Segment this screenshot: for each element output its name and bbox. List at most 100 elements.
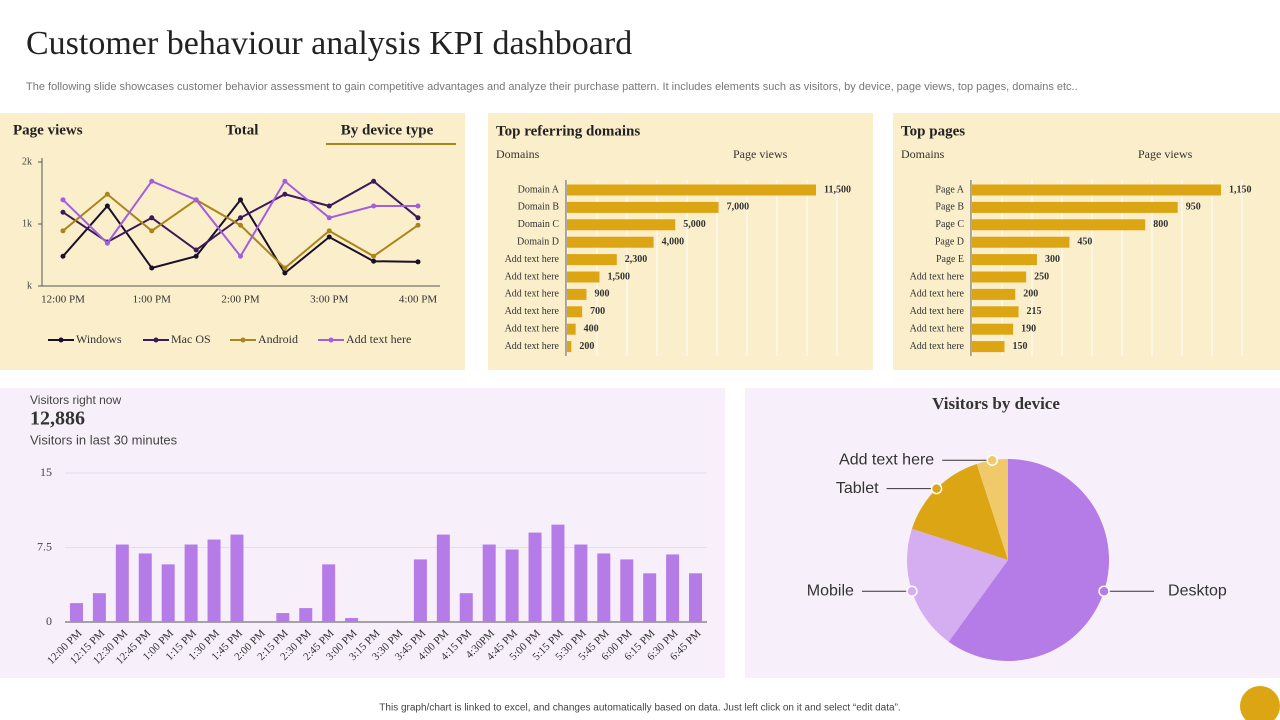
bar xyxy=(567,323,576,335)
line-point xyxy=(415,203,421,209)
bar xyxy=(69,603,83,622)
bar xyxy=(184,544,198,622)
column-header: Page views xyxy=(1138,147,1193,161)
legend-dot xyxy=(153,337,159,343)
bar xyxy=(972,341,1005,353)
line-point xyxy=(104,203,110,209)
y-tick-label: 2k xyxy=(22,156,32,167)
line-point xyxy=(282,270,288,276)
leader-dot xyxy=(930,482,943,495)
line-point xyxy=(282,178,288,184)
line-point xyxy=(282,191,288,197)
panel-title: Top referring domains xyxy=(496,123,640,139)
bar xyxy=(299,608,313,622)
bar xyxy=(972,323,1014,335)
value-label: 215 xyxy=(1027,306,1042,317)
leader-dot xyxy=(1098,585,1110,597)
line-point xyxy=(104,240,110,246)
value-label: 900 xyxy=(594,289,609,300)
pie-slice xyxy=(976,459,1008,560)
page-subtitle: The following slide showcases customer b… xyxy=(26,81,1078,93)
bar xyxy=(567,184,816,196)
panel xyxy=(0,388,725,678)
bar xyxy=(528,532,542,622)
value-label: 200 xyxy=(1023,289,1038,300)
value-label: 2,300 xyxy=(625,254,648,265)
panel xyxy=(0,113,465,370)
bar xyxy=(436,534,450,622)
bar xyxy=(666,554,680,622)
value-label: 450 xyxy=(1077,236,1092,247)
category-label: Add text here xyxy=(505,323,560,334)
bar xyxy=(620,559,634,622)
bar xyxy=(413,559,427,622)
line-point xyxy=(238,197,243,203)
slice-label: Desktop xyxy=(1168,582,1227,599)
bar xyxy=(115,544,129,622)
line-point xyxy=(371,203,377,209)
category-label: Add text here xyxy=(910,271,965,282)
category-label: Domain B xyxy=(518,202,560,213)
category-label: Page C xyxy=(935,219,964,230)
pie-slice xyxy=(948,459,1109,661)
line-point xyxy=(60,253,66,259)
bar xyxy=(567,306,583,318)
value-label: 200 xyxy=(579,341,594,352)
category-label: Add text here xyxy=(910,341,965,352)
line-point xyxy=(371,258,377,264)
category-label: Page E xyxy=(936,254,964,265)
bar xyxy=(972,219,1146,231)
y-tick-label: 0 xyxy=(46,614,52,628)
bar xyxy=(459,593,473,622)
pie-slice xyxy=(907,528,1008,642)
line-point xyxy=(415,259,421,265)
chart-subtitle: Visitors in last 30 minutes xyxy=(30,432,178,447)
x-tick-label: 4:00 PM xyxy=(399,294,437,306)
value-label: 1,500 xyxy=(607,271,630,282)
category-label: Page D xyxy=(935,236,964,247)
bar xyxy=(567,236,654,248)
value-label: 250 xyxy=(1034,271,1049,282)
panel-title: Page views xyxy=(13,122,83,138)
value-label: 190 xyxy=(1021,323,1036,334)
line-point xyxy=(238,215,243,221)
category-label: Add text here xyxy=(505,341,560,352)
x-tick-label: 12:00 PM xyxy=(41,294,85,306)
category-label: Domain D xyxy=(517,236,559,247)
bar xyxy=(574,544,588,622)
bar xyxy=(689,573,703,622)
value-label: 800 xyxy=(1153,219,1168,230)
chart-title: Visitors by device xyxy=(932,394,1060,413)
bar xyxy=(972,288,1016,300)
legend-label: Mac OS xyxy=(171,332,211,346)
column-header: Domains xyxy=(901,147,945,161)
line-point xyxy=(60,228,66,234)
category-label: Domain A xyxy=(518,184,560,195)
line-point xyxy=(149,178,155,184)
value-label: 11,500 xyxy=(824,184,851,195)
bar xyxy=(138,553,152,622)
x-tick-label: 3:00 PM xyxy=(310,294,348,306)
line-point xyxy=(415,222,421,228)
line-point xyxy=(60,209,66,215)
line-point xyxy=(282,265,288,271)
line-point xyxy=(326,228,332,234)
category-label: Add text here xyxy=(505,271,560,282)
bar xyxy=(972,184,1221,196)
panel-title: Top pages xyxy=(901,123,965,139)
bar xyxy=(567,201,719,213)
category-label: Page B xyxy=(935,202,964,213)
category-label: Page A xyxy=(935,184,964,195)
slice-label: Tablet xyxy=(836,480,879,497)
y-tick-label: 1k xyxy=(22,218,32,229)
value-label: 700 xyxy=(590,306,605,317)
x-tick-label: 1:00 PM xyxy=(133,294,171,306)
line-point xyxy=(415,215,421,221)
bar xyxy=(276,613,290,622)
category-label: Domain C xyxy=(518,219,560,230)
y-tick-label: 15 xyxy=(40,465,52,479)
column-header: Page views xyxy=(733,147,788,161)
decoration xyxy=(1240,686,1280,720)
value-label: 4,000 xyxy=(662,236,685,247)
